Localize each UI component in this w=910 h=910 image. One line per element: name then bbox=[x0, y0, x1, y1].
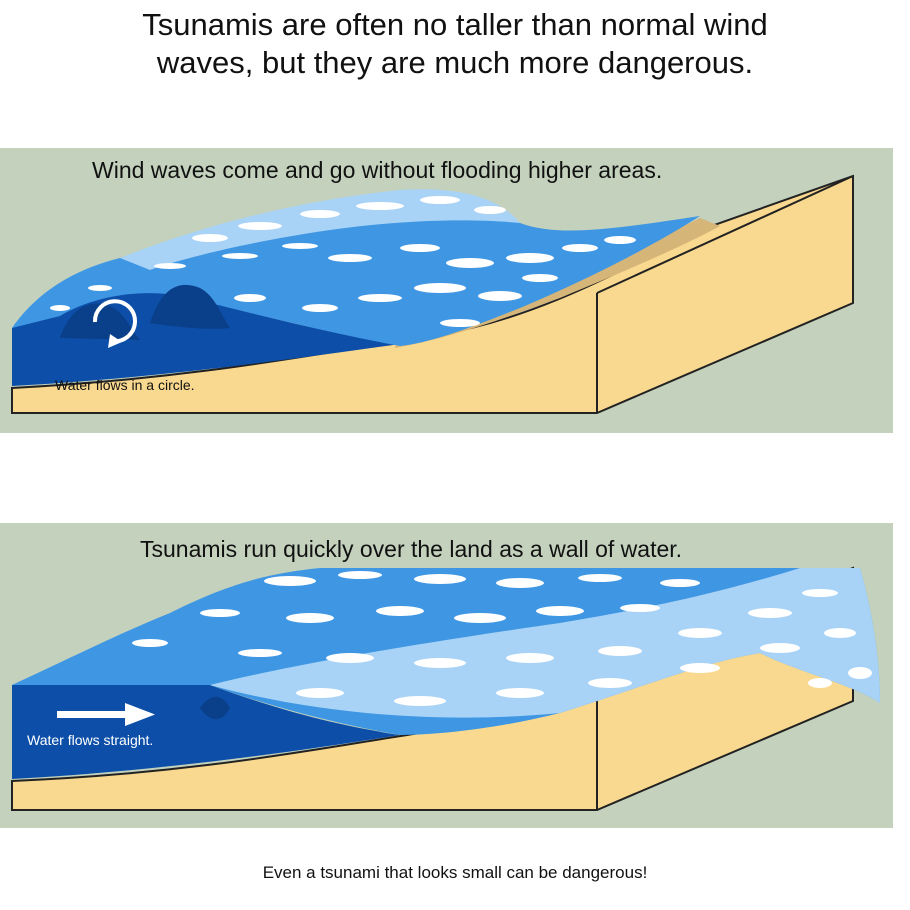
title-line-2: waves, but they are much more dangerous. bbox=[156, 45, 754, 80]
tsunami-illustration bbox=[0, 523, 893, 828]
foam bbox=[132, 571, 872, 706]
straight-arrow-icon bbox=[57, 703, 155, 726]
diagram-title: Tsunamis are often no taller than normal… bbox=[0, 6, 910, 82]
panel-2-flow-label: Water flows straight. bbox=[27, 732, 154, 748]
panel-1-heading: Wind waves come and go without flooding … bbox=[92, 157, 663, 183]
tsunami-panel: Tsunamis run quickly over the land as a … bbox=[0, 523, 893, 828]
foam bbox=[50, 196, 636, 327]
title-line-1: Tsunamis are often no taller than normal… bbox=[142, 7, 768, 42]
panel-1-flow-label: Water flows in a circle. bbox=[55, 377, 195, 393]
footer-note: Even a tsunami that looks small can be d… bbox=[262, 863, 648, 882]
shallow-water bbox=[12, 193, 700, 346]
wind-waves-illustration bbox=[0, 148, 893, 433]
circular-arrow-icon bbox=[92, 299, 137, 344]
panel-2-heading: Tsunamis run quickly over the land as a … bbox=[140, 536, 683, 562]
deep-water bbox=[12, 685, 400, 779]
wind-waves-panel: Wind waves come and go without flooding … bbox=[0, 148, 893, 433]
